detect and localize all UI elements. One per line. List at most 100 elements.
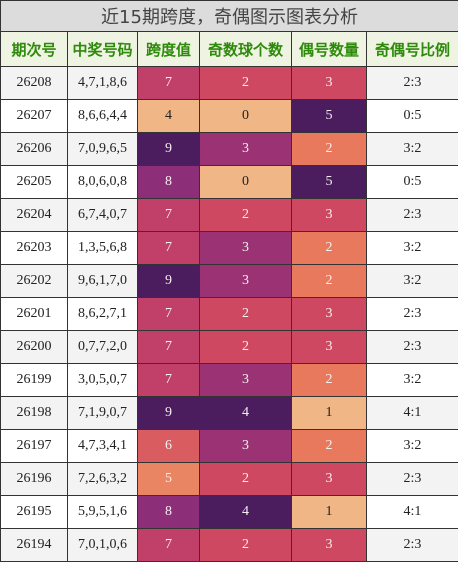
- cell: 0:5: [366, 99, 458, 133]
- cell: 6,7,4,0,7: [67, 198, 138, 232]
- heat-cell: 9: [137, 264, 200, 298]
- heat-cell: 9: [137, 132, 200, 166]
- cell: 26198: [0, 396, 68, 430]
- column-header: 跨度值: [137, 31, 200, 67]
- cell: 26194: [0, 528, 68, 562]
- heat-cell: 8: [137, 165, 200, 199]
- heat-cell: 3: [291, 528, 367, 562]
- cell: 8,0,6,0,8: [67, 165, 138, 199]
- heat-cell: 2: [291, 429, 367, 463]
- heat-cell: 2: [291, 231, 367, 265]
- cell: 26203: [0, 231, 68, 265]
- cell: 4,7,1,8,6: [67, 66, 138, 100]
- cell: 4,7,3,4,1: [67, 429, 138, 463]
- heat-cell: 7: [137, 297, 200, 331]
- cell: 26205: [0, 165, 68, 199]
- cell: 3:2: [366, 429, 458, 463]
- cell: 2:3: [366, 198, 458, 232]
- heat-cell: 5: [137, 462, 200, 496]
- table-row: 26206 7,0,9,6,5 9 3 2 3:2: [0, 132, 458, 166]
- column-header: 奇数球个数: [199, 31, 292, 67]
- cell: 26199: [0, 363, 68, 397]
- table-row: 26203 1,3,5,6,8 7 3 2 3:2: [0, 231, 458, 265]
- heat-cell: 3: [291, 198, 367, 232]
- heat-cell: 7: [137, 66, 200, 100]
- table-row: 26196 7,2,6,3,2 5 2 3 2:3: [0, 462, 458, 496]
- cell: 8,6,2,7,1: [67, 297, 138, 331]
- heat-cell: 2: [199, 462, 292, 496]
- table-row: 26202 9,6,1,7,0 9 3 2 3:2: [0, 264, 458, 298]
- heat-cell: 3: [199, 363, 292, 397]
- header-row: 期次号 中奖号码 跨度值 奇数球个数 偶号数量 奇偶号比例: [0, 31, 458, 67]
- heat-cell: 2: [291, 132, 367, 166]
- table-row: 26208 4,7,1,8,6 7 2 3 2:3: [0, 66, 458, 100]
- cell: 2:3: [366, 462, 458, 496]
- table-row: 26198 7,1,9,0,7 9 4 1 4:1: [0, 396, 458, 430]
- heat-cell: 3: [291, 330, 367, 364]
- cell: 26204: [0, 198, 68, 232]
- column-header: 中奖号码: [67, 31, 138, 67]
- heat-cell: 4: [199, 396, 292, 430]
- cell: 3:2: [366, 132, 458, 166]
- cell: 7,0,9,6,5: [67, 132, 138, 166]
- table-row: 26199 3,0,5,0,7 7 3 2 3:2: [0, 363, 458, 397]
- table-body: 26208 4,7,1,8,6 7 2 3 2:3 26207 8,6,6,4,4 4 0 5 0:5…: [0, 66, 458, 562]
- cell: 0:5: [366, 165, 458, 199]
- cell: 7,0,1,0,6: [67, 528, 138, 562]
- table-row: 26197 4,7,3,4,1 6 3 2 3:2: [0, 429, 458, 463]
- heat-cell: 3: [199, 231, 292, 265]
- heat-cell: 1: [291, 396, 367, 430]
- heat-cell: 0: [199, 165, 292, 199]
- heat-cell: 7: [137, 330, 200, 364]
- heat-cell: 0: [199, 99, 292, 133]
- heat-cell: 6: [137, 429, 200, 463]
- cell: 2:3: [366, 66, 458, 100]
- table-row: 26205 8,0,6,0,8 8 0 5 0:5: [0, 165, 458, 199]
- heat-cell: 3: [291, 462, 367, 496]
- cell: 9,6,1,7,0: [67, 264, 138, 298]
- heat-cell: 2: [291, 264, 367, 298]
- cell: 4:1: [366, 396, 458, 430]
- heat-cell: 7: [137, 231, 200, 265]
- column-header: 期次号: [0, 31, 68, 67]
- cell: 7,2,6,3,2: [67, 462, 138, 496]
- cell: 26197: [0, 429, 68, 463]
- table-row: 26201 8,6,2,7,1 7 2 3 2:3: [0, 297, 458, 331]
- heat-cell: 7: [137, 198, 200, 232]
- heat-cell: 2: [199, 528, 292, 562]
- heat-cell: 3: [199, 429, 292, 463]
- heat-cell: 7: [137, 363, 200, 397]
- cell: 3,0,5,0,7: [67, 363, 138, 397]
- cell: 4:1: [366, 495, 458, 529]
- cell: 26202: [0, 264, 68, 298]
- heat-cell: 5: [291, 165, 367, 199]
- heat-cell: 3: [199, 132, 292, 166]
- cell: 26206: [0, 132, 68, 166]
- heat-cell: 2: [199, 297, 292, 331]
- cell: 2:3: [366, 330, 458, 364]
- heat-cell: 7: [137, 528, 200, 562]
- cell: 26200: [0, 330, 68, 364]
- heat-cell: 8: [137, 495, 200, 529]
- heat-cell: 2: [199, 66, 292, 100]
- heat-cell: 4: [137, 99, 200, 133]
- cell: 3:2: [366, 231, 458, 265]
- cell: 0,7,7,2,0: [67, 330, 138, 364]
- heat-cell: 2: [199, 198, 292, 232]
- cell: 8,6,6,4,4: [67, 99, 138, 133]
- cell: 2:3: [366, 528, 458, 562]
- table-row: 26204 6,7,4,0,7 7 2 3 2:3: [0, 198, 458, 232]
- cell: 3:2: [366, 264, 458, 298]
- cell: 5,9,5,1,6: [67, 495, 138, 529]
- cell: 3:2: [366, 363, 458, 397]
- cell: 1,3,5,6,8: [67, 231, 138, 265]
- heat-cell: 3: [199, 264, 292, 298]
- table-row: 26200 0,7,7,2,0 7 2 3 2:3: [0, 330, 458, 364]
- cell: 26196: [0, 462, 68, 496]
- cell: 7,1,9,0,7: [67, 396, 138, 430]
- cell: 26208: [0, 66, 68, 100]
- heat-cell: 9: [137, 396, 200, 430]
- table-row: 26207 8,6,6,4,4 4 0 5 0:5: [0, 99, 458, 133]
